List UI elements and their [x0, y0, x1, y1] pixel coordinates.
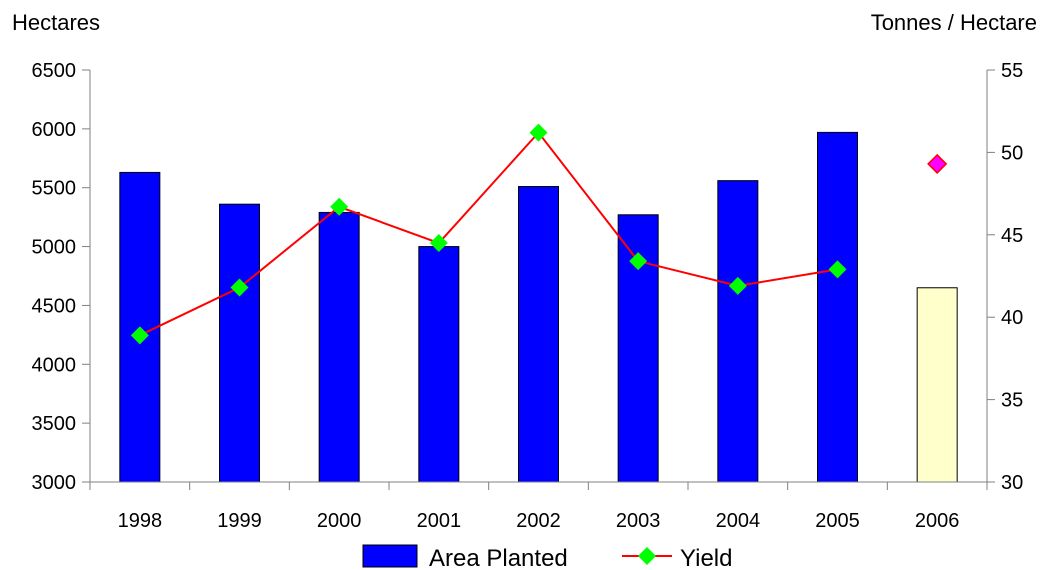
- bar-2006: [916, 287, 958, 483]
- right-tick-label: 50: [1001, 142, 1023, 164]
- left-tick-label: 6500: [32, 60, 77, 82]
- x-category-label: 2001: [417, 510, 462, 532]
- bar-2001: [418, 246, 460, 483]
- bar-1999: [219, 203, 260, 483]
- right-axis-ticks: 30 35 40 45 50 55: [987, 60, 1023, 494]
- left-tick-label: 5500: [32, 178, 77, 200]
- bar-2000: [318, 211, 360, 483]
- legend-label-area-planted: Area Planted: [429, 545, 568, 570]
- legend: Area Planted Yield: [362, 544, 732, 570]
- bars-group: [119, 131, 958, 483]
- x-category-label: 1999: [217, 510, 262, 532]
- right-tick-label: 40: [1001, 307, 1023, 329]
- left-tick-label: 5000: [32, 237, 77, 259]
- right-tick-label: 55: [1001, 60, 1023, 82]
- left-tick-label: 3500: [32, 413, 77, 435]
- yield-point-2001: [429, 234, 448, 253]
- legend-swatch-area-planted: [362, 544, 418, 568]
- x-axis-ticks: 1998 1999 2000 2001 2002 2003 2004 2005 2006: [89, 482, 988, 532]
- right-tick-label: 30: [1001, 472, 1023, 494]
- right-axis-title: Tonnes / Hectare: [871, 10, 1037, 35]
- points-group: [130, 123, 948, 345]
- x-category-label: 1998: [118, 510, 163, 532]
- bar-2004: [717, 180, 759, 483]
- point-2006: [927, 153, 948, 174]
- x-category-label: 2006: [915, 510, 960, 532]
- yield-point-2000: [330, 197, 349, 216]
- bar-2005: [817, 131, 858, 483]
- bar-2002: [518, 186, 559, 483]
- x-category-label: 2002: [516, 510, 561, 532]
- yield-point-2003: [629, 252, 648, 271]
- left-tick-label: 6000: [32, 119, 77, 141]
- yield-point-1999: [230, 278, 249, 297]
- x-category-label: 2005: [815, 510, 860, 532]
- axes-group: [89, 70, 988, 483]
- left-tick-label: 4500: [32, 295, 77, 317]
- x-category-label: 2003: [616, 510, 661, 532]
- x-category-label: 2000: [317, 510, 362, 532]
- legend-label-yield: Yield: [680, 545, 732, 570]
- right-tick-label: 45: [1001, 225, 1023, 247]
- yield-line: [139, 131, 838, 337]
- x-category-label: 2004: [716, 510, 761, 532]
- left-axis-ticks: 3000 3500 4000 4500 5000 5500 6000 6500: [32, 60, 90, 494]
- left-tick-label: 4000: [32, 354, 77, 376]
- yield-point-2005: [828, 260, 847, 279]
- left-tick-label: 3000: [32, 472, 77, 494]
- yield-point-2004: [728, 276, 747, 295]
- right-tick-label: 35: [1001, 390, 1023, 412]
- yield-point-1998: [130, 326, 149, 345]
- legend-swatch-yield-marker: [638, 547, 656, 565]
- left-axis-title: Hectares: [12, 10, 100, 35]
- yield-point-2002: [529, 123, 548, 142]
- yield-line-group: [139, 131, 838, 337]
